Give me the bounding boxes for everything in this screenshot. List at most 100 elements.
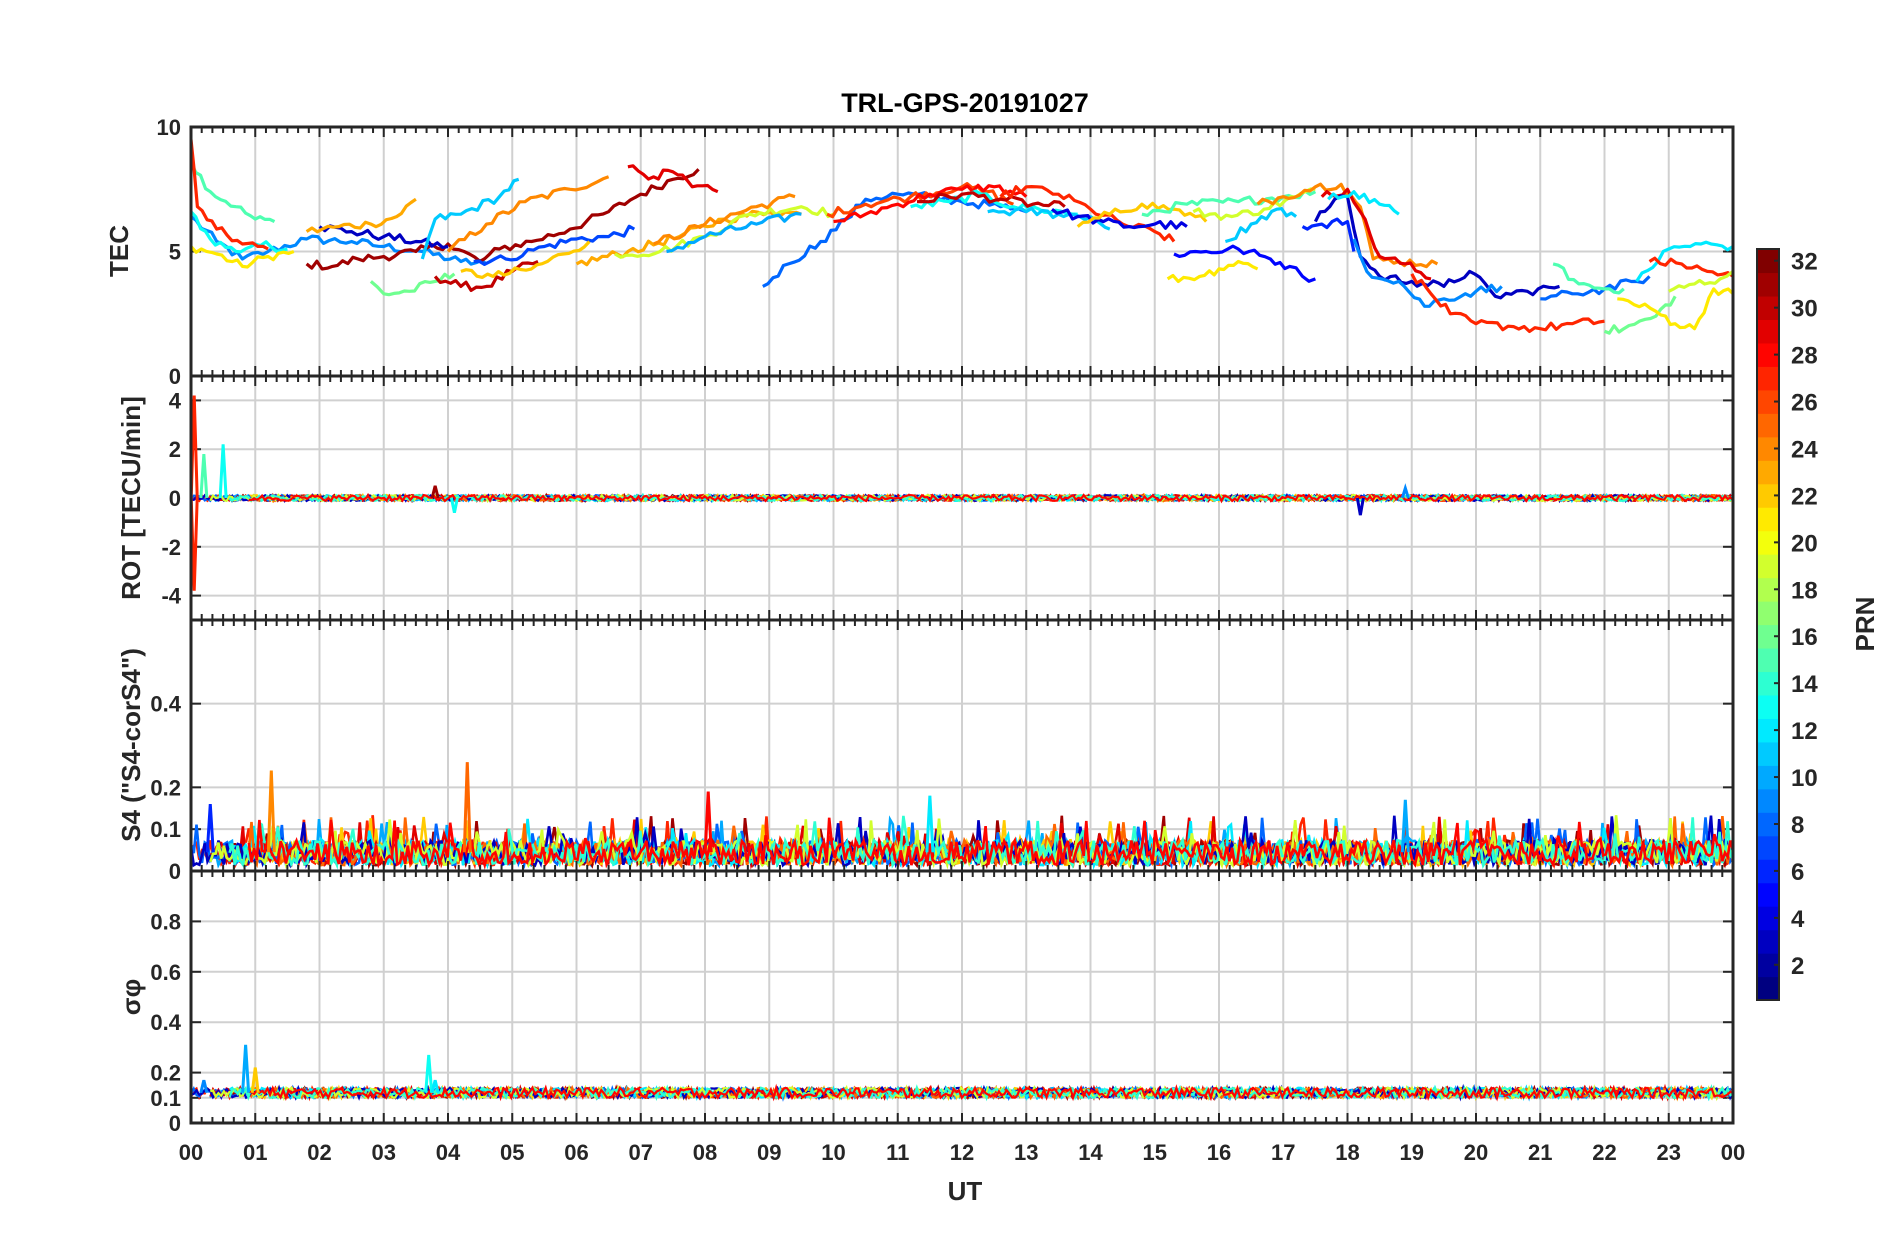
colorbar-level-30	[1757, 295, 1779, 321]
colorbar-level-12	[1757, 718, 1779, 743]
tec-series-prn-27	[1648, 256, 1733, 278]
y-axis-labels: TEC ROT [TECU/min] S4 ("S4-corS4") σφ	[104, 225, 146, 1015]
rot-y-tick-label: 0	[169, 486, 181, 511]
s4-y-tick-label: 0.4	[150, 692, 181, 717]
tec-series-prn-7	[473, 224, 636, 266]
x-tick-label: 15	[1143, 1140, 1167, 1165]
tec-series-prn-12	[1327, 190, 1400, 216]
s4-y-tick-label: 0.2	[150, 775, 181, 800]
colorbar-level-4	[1757, 906, 1779, 931]
sigma-spike	[430, 1079, 440, 1094]
colorbar-frame	[1756, 248, 1780, 1001]
rot-spike	[218, 444, 228, 499]
s4-spike	[462, 762, 472, 853]
colorbar-level-28	[1757, 342, 1779, 367]
tec-series-prn-22	[460, 240, 591, 279]
tec-series-prn-16	[369, 272, 456, 297]
tec-series-prn-15	[1141, 189, 1317, 217]
tec-series-prn-24	[652, 193, 796, 246]
s4-spike	[266, 770, 276, 853]
tec-series-prn-11	[987, 206, 1111, 231]
s4-series-prn-14	[228, 815, 1733, 870]
tec-series-prn-30	[433, 260, 539, 292]
x-tick-label: 23	[1657, 1140, 1681, 1165]
colorbar-level-20	[1757, 530, 1779, 555]
x-tick-label: 21	[1528, 1140, 1552, 1165]
colorbar-level-15	[1757, 647, 1779, 673]
colorbar-tick-label: 2	[1791, 953, 1804, 980]
tec-series-prn-5	[1173, 244, 1316, 283]
sigma-axes-frame	[189, 869, 1735, 1125]
colorbar-tick-label: 28	[1791, 343, 1818, 370]
tec-series-prn-15	[191, 161, 276, 224]
x-tick-label: 02	[307, 1140, 331, 1165]
colorbar-level-10	[1757, 765, 1779, 790]
x-tick-label: 16	[1207, 1140, 1231, 1165]
x-tick-label: 17	[1271, 1140, 1295, 1165]
s4-y-tick-label: 0.1	[150, 817, 181, 842]
colorbar-tick-label: 30	[1791, 296, 1818, 323]
x-tick-label: 09	[757, 1140, 781, 1165]
x-tick-label: 05	[500, 1140, 524, 1165]
tec-series-prn-21	[191, 245, 295, 269]
sigma-y-tick-label: 0.8	[150, 909, 181, 934]
x-tick-label: 03	[372, 1140, 396, 1165]
sigma-panel: 00.10.2 0.4 0.6 0.8	[150, 869, 1735, 1136]
tec-series-prn-31	[305, 168, 700, 271]
s4-spike	[925, 795, 935, 853]
colorbar-level-16	[1757, 624, 1779, 649]
colorbar-level-2	[1757, 953, 1779, 978]
colorbar-level-5	[1757, 882, 1779, 907]
colorbar-tick-label: 16	[1791, 624, 1818, 651]
tec-y-axis-label: TEC	[104, 225, 134, 277]
rot-spike	[1400, 483, 1410, 499]
colorbar-tick-label: 20	[1791, 530, 1818, 557]
tec-series-prn-28	[833, 183, 1028, 224]
colorbar-level-6	[1757, 859, 1779, 884]
colorbar-level-13	[1757, 694, 1779, 719]
tec-series-prn-21	[1166, 259, 1259, 284]
s4-y-tick-label: 0	[169, 859, 181, 884]
tec-series-prn-9	[191, 215, 488, 266]
x-tick-label: 00	[1721, 1140, 1745, 1165]
rot-y-tick-label: 2	[169, 437, 181, 462]
tec-series-prn-23	[305, 197, 417, 234]
x-tick-label: 06	[564, 1140, 588, 1165]
sigma-y-tick-label: 0.6	[150, 960, 181, 985]
tec-series-prn-22	[1076, 201, 1208, 228]
tec-series-prn-15	[1552, 262, 1625, 295]
tec-series-prn-30	[916, 191, 1066, 208]
x-tick-label: 07	[629, 1140, 653, 1165]
sigma-spike	[250, 1067, 260, 1093]
x-tick-label: 00	[179, 1140, 203, 1165]
tec-series-prn-13	[191, 210, 288, 254]
tec-y-tick-label: 5	[169, 240, 181, 265]
x-tick-label: 04	[436, 1140, 461, 1165]
colorbar-level-14	[1757, 671, 1779, 696]
s4-spike	[205, 803, 215, 853]
rot-y-tick-label: -2	[161, 535, 181, 560]
rot-spike	[1355, 497, 1365, 516]
rot-spike	[449, 497, 459, 513]
colorbar-level-11	[1757, 741, 1779, 766]
s4-spike	[1400, 799, 1410, 853]
sigma-y-tick-label: 0.4	[150, 1010, 181, 1035]
chart-title: TRL-GPS-20191027	[841, 88, 1089, 118]
tec-series-prn-11	[420, 177, 520, 260]
tec-series-prn-8	[762, 191, 1027, 288]
tec-series-prn-12	[1635, 240, 1733, 283]
colorbar-tick-label: 24	[1791, 436, 1818, 463]
tec-series-prn-16	[1603, 295, 1677, 335]
x-tick-label: 11	[886, 1140, 909, 1165]
s4-spike	[703, 791, 713, 853]
rot-panel: -4 -2 0 2 4	[161, 374, 1735, 622]
x-tick-label: 13	[1014, 1140, 1038, 1165]
s4-y-axis-label: S4 ("S4-corS4")	[116, 648, 146, 842]
tec-y-tick-label: 10	[157, 115, 181, 140]
colorbar-tick-label: 8	[1791, 812, 1804, 839]
colorbar-tick-label: 6	[1791, 859, 1804, 886]
x-tick-label: 10	[821, 1140, 845, 1165]
colorbar-level-24	[1757, 436, 1779, 461]
rot-series-prn-28	[248, 493, 1733, 504]
